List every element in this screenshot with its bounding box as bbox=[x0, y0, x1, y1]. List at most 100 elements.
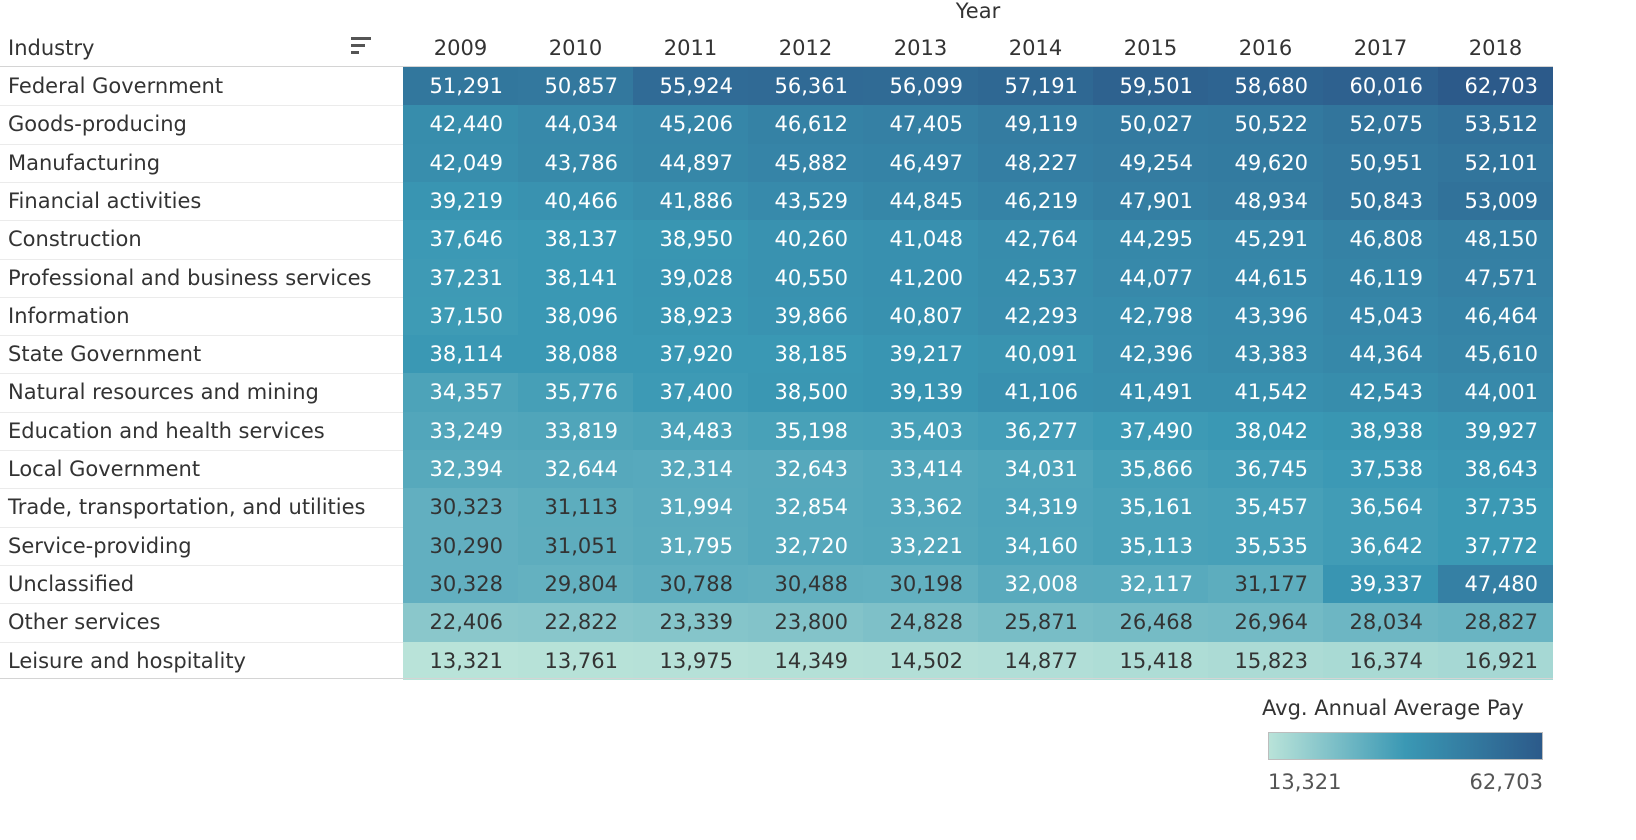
heatmap-cell[interactable]: 37,646 bbox=[403, 220, 518, 260]
heatmap-cell[interactable]: 57,191 bbox=[978, 67, 1093, 106]
heatmap-cell[interactable]: 41,048 bbox=[863, 220, 978, 260]
heatmap-cell[interactable]: 33,221 bbox=[863, 526, 978, 566]
heatmap-cell[interactable]: 58,680 bbox=[1208, 67, 1323, 106]
heatmap-cell[interactable]: 36,277 bbox=[978, 411, 1093, 451]
heatmap-cell[interactable]: 46,119 bbox=[1323, 258, 1438, 298]
heatmap-cell[interactable]: 37,400 bbox=[633, 373, 748, 413]
heatmap-cell[interactable]: 15,418 bbox=[1093, 641, 1208, 681]
heatmap-cell[interactable]: 30,788 bbox=[633, 564, 748, 604]
heatmap-cell[interactable]: 42,798 bbox=[1093, 296, 1208, 336]
heatmap-cell[interactable]: 50,843 bbox=[1323, 181, 1438, 221]
heatmap-cell[interactable]: 32,394 bbox=[403, 450, 518, 489]
heatmap-cell[interactable]: 60,016 bbox=[1323, 67, 1438, 106]
heatmap-cell[interactable]: 34,357 bbox=[403, 373, 518, 413]
heatmap-cell[interactable]: 32,117 bbox=[1093, 564, 1208, 604]
heatmap-cell[interactable]: 14,349 bbox=[748, 641, 863, 681]
heatmap-cell[interactable]: 38,137 bbox=[518, 220, 633, 260]
heatmap-cell[interactable]: 46,808 bbox=[1323, 220, 1438, 260]
heatmap-cell[interactable]: 22,406 bbox=[403, 603, 518, 643]
heatmap-cell[interactable]: 32,008 bbox=[978, 564, 1093, 604]
heatmap-cell[interactable]: 13,761 bbox=[518, 641, 633, 681]
heatmap-cell[interactable]: 32,314 bbox=[633, 450, 748, 489]
heatmap-cell[interactable]: 32,854 bbox=[748, 488, 863, 528]
heatmap-cell[interactable]: 37,772 bbox=[1438, 526, 1553, 566]
heatmap-cell[interactable]: 36,745 bbox=[1208, 450, 1323, 489]
heatmap-cell[interactable]: 30,198 bbox=[863, 564, 978, 604]
heatmap-cell[interactable]: 42,764 bbox=[978, 220, 1093, 260]
heatmap-cell[interactable]: 31,113 bbox=[518, 488, 633, 528]
heatmap-cell[interactable]: 38,938 bbox=[1323, 411, 1438, 451]
heatmap-cell[interactable]: 43,786 bbox=[518, 143, 633, 183]
heatmap-cell[interactable]: 35,457 bbox=[1208, 488, 1323, 528]
heatmap-cell[interactable]: 44,845 bbox=[863, 181, 978, 221]
heatmap-cell[interactable]: 46,612 bbox=[748, 105, 863, 145]
heatmap-cell[interactable]: 38,923 bbox=[633, 296, 748, 336]
heatmap-cell[interactable]: 50,857 bbox=[518, 67, 633, 106]
heatmap-cell[interactable]: 37,490 bbox=[1093, 411, 1208, 451]
heatmap-cell[interactable]: 51,291 bbox=[403, 67, 518, 106]
heatmap-cell[interactable]: 42,049 bbox=[403, 143, 518, 183]
heatmap-cell[interactable]: 56,099 bbox=[863, 67, 978, 106]
heatmap-cell[interactable]: 38,042 bbox=[1208, 411, 1323, 451]
heatmap-cell[interactable]: 28,034 bbox=[1323, 603, 1438, 643]
heatmap-cell[interactable]: 56,361 bbox=[748, 67, 863, 106]
heatmap-cell[interactable]: 43,529 bbox=[748, 181, 863, 221]
heatmap-cell[interactable]: 37,920 bbox=[633, 335, 748, 374]
heatmap-cell[interactable]: 33,249 bbox=[403, 411, 518, 451]
heatmap-cell[interactable]: 49,620 bbox=[1208, 143, 1323, 183]
heatmap-cell[interactable]: 47,405 bbox=[863, 105, 978, 145]
heatmap-cell[interactable]: 42,293 bbox=[978, 296, 1093, 336]
heatmap-cell[interactable]: 53,512 bbox=[1438, 105, 1553, 145]
heatmap-cell[interactable]: 50,522 bbox=[1208, 105, 1323, 145]
heatmap-cell[interactable]: 34,483 bbox=[633, 411, 748, 451]
heatmap-cell[interactable]: 37,231 bbox=[403, 258, 518, 298]
heatmap-cell[interactable]: 39,217 bbox=[863, 335, 978, 374]
heatmap-cell[interactable]: 16,374 bbox=[1323, 641, 1438, 681]
heatmap-cell[interactable]: 48,934 bbox=[1208, 181, 1323, 221]
heatmap-cell[interactable]: 26,468 bbox=[1093, 603, 1208, 643]
heatmap-cell[interactable]: 38,096 bbox=[518, 296, 633, 336]
sort-descending-icon[interactable] bbox=[351, 37, 373, 57]
heatmap-cell[interactable]: 29,804 bbox=[518, 564, 633, 604]
heatmap-cell[interactable]: 33,362 bbox=[863, 488, 978, 528]
heatmap-cell[interactable]: 37,150 bbox=[403, 296, 518, 336]
heatmap-cell[interactable]: 40,091 bbox=[978, 335, 1093, 374]
heatmap-cell[interactable]: 35,161 bbox=[1093, 488, 1208, 528]
heatmap-cell[interactable]: 41,886 bbox=[633, 181, 748, 221]
heatmap-cell[interactable]: 48,150 bbox=[1438, 220, 1553, 260]
heatmap-cell[interactable]: 28,827 bbox=[1438, 603, 1553, 643]
heatmap-cell[interactable]: 35,198 bbox=[748, 411, 863, 451]
heatmap-cell[interactable]: 31,795 bbox=[633, 526, 748, 566]
heatmap-cell[interactable]: 39,866 bbox=[748, 296, 863, 336]
heatmap-cell[interactable]: 45,043 bbox=[1323, 296, 1438, 336]
heatmap-cell[interactable]: 14,877 bbox=[978, 641, 1093, 681]
heatmap-cell[interactable]: 44,034 bbox=[518, 105, 633, 145]
heatmap-cell[interactable]: 23,339 bbox=[633, 603, 748, 643]
heatmap-cell[interactable]: 37,538 bbox=[1323, 450, 1438, 489]
heatmap-cell[interactable]: 38,185 bbox=[748, 335, 863, 374]
heatmap-cell[interactable]: 49,119 bbox=[978, 105, 1093, 145]
heatmap-cell[interactable]: 52,075 bbox=[1323, 105, 1438, 145]
heatmap-cell[interactable]: 55,924 bbox=[633, 67, 748, 106]
heatmap-cell[interactable]: 44,364 bbox=[1323, 335, 1438, 374]
heatmap-cell[interactable]: 44,077 bbox=[1093, 258, 1208, 298]
heatmap-cell[interactable]: 13,975 bbox=[633, 641, 748, 681]
heatmap-cell[interactable]: 53,009 bbox=[1438, 181, 1553, 221]
heatmap-cell[interactable]: 38,500 bbox=[748, 373, 863, 413]
heatmap-cell[interactable]: 40,550 bbox=[748, 258, 863, 298]
heatmap-cell[interactable]: 45,291 bbox=[1208, 220, 1323, 260]
heatmap-cell[interactable]: 38,088 bbox=[518, 335, 633, 374]
heatmap-cell[interactable]: 41,542 bbox=[1208, 373, 1323, 413]
heatmap-cell[interactable]: 39,139 bbox=[863, 373, 978, 413]
heatmap-cell[interactable]: 35,776 bbox=[518, 373, 633, 413]
heatmap-cell[interactable]: 46,497 bbox=[863, 143, 978, 183]
heatmap-cell[interactable]: 62,703 bbox=[1438, 67, 1553, 106]
heatmap-cell[interactable]: 39,337 bbox=[1323, 564, 1438, 604]
heatmap-cell[interactable]: 31,051 bbox=[518, 526, 633, 566]
heatmap-cell[interactable]: 43,396 bbox=[1208, 296, 1323, 336]
heatmap-cell[interactable]: 30,290 bbox=[403, 526, 518, 566]
heatmap-cell[interactable]: 30,323 bbox=[403, 488, 518, 528]
heatmap-cell[interactable]: 41,106 bbox=[978, 373, 1093, 413]
heatmap-cell[interactable]: 33,414 bbox=[863, 450, 978, 489]
heatmap-cell[interactable]: 38,141 bbox=[518, 258, 633, 298]
